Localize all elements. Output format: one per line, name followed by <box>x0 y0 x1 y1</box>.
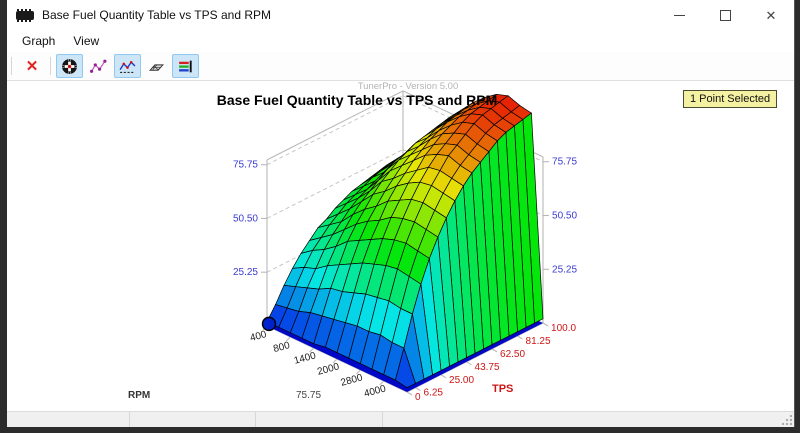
svg-text:800: 800 <box>272 340 291 355</box>
svg-text:2000: 2000 <box>316 361 341 377</box>
svg-text:100.0: 100.0 <box>551 323 576 334</box>
svg-text:25.25: 25.25 <box>233 267 258 278</box>
svg-text:50.50: 50.50 <box>552 210 577 221</box>
svg-text:25.00: 25.00 <box>449 375 474 386</box>
color-legend-button[interactable] <box>172 54 199 78</box>
pan-crosshair-icon <box>61 58 78 75</box>
svg-text:4000: 4000 <box>363 383 388 399</box>
svg-text:400: 400 <box>249 329 268 344</box>
maximize-button[interactable] <box>702 0 748 30</box>
svg-text:Base Fuel Quantity Table vs TP: Base Fuel Quantity Table vs TPS and RPM <box>217 92 498 108</box>
line-mode-button[interactable] <box>114 54 141 78</box>
svg-text:25.25: 25.25 <box>552 264 577 275</box>
svg-text:81.25: 81.25 <box>526 336 551 347</box>
line-chart-icon <box>119 58 136 75</box>
status-cell <box>7 412 130 427</box>
svg-text:TunerPro - Version 5.00: TunerPro - Version 5.00 <box>358 81 459 92</box>
app-window: Base Fuel Quantity Table vs TPS and RPM … <box>7 0 795 427</box>
close-button[interactable]: ✕ <box>748 0 794 30</box>
minimize-button[interactable] <box>656 0 702 30</box>
status-cell <box>383 412 794 427</box>
maximize-icon <box>720 10 731 21</box>
mesh-3d-mode-button[interactable] <box>143 54 170 78</box>
menu-graph[interactable]: Graph <box>13 31 64 51</box>
scatter-mode-button[interactable] <box>85 54 112 78</box>
status-cell <box>256 412 383 427</box>
svg-text:1400: 1400 <box>293 350 318 366</box>
selection-badge: 1 Point Selected <box>683 90 777 108</box>
svg-text:75.75: 75.75 <box>296 390 321 401</box>
resize-grip-icon[interactable] <box>782 415 792 425</box>
pan-3d-button[interactable] <box>56 54 83 78</box>
svg-text:43.75: 43.75 <box>475 362 500 373</box>
toolbar-grip <box>11 57 15 75</box>
svg-text:62.50: 62.50 <box>500 349 525 360</box>
svg-text:2800: 2800 <box>340 372 365 388</box>
status-cell <box>130 412 256 427</box>
close-icon: ✕ <box>766 9 777 22</box>
delete-graph-button[interactable]: ✕ <box>19 54 45 78</box>
color-bars-icon <box>177 58 194 75</box>
status-bar <box>7 411 794 427</box>
surface-mesh-icon <box>148 58 165 75</box>
toolbar-separator <box>50 57 51 75</box>
svg-text:6.25: 6.25 <box>424 388 444 399</box>
svg-text:RPM: RPM <box>128 390 150 401</box>
scatter-plot-icon <box>90 58 107 75</box>
svg-text:75.75: 75.75 <box>552 157 577 168</box>
app-chip-icon <box>16 9 34 22</box>
minimize-icon <box>674 15 685 16</box>
title-bar[interactable]: Base Fuel Quantity Table vs TPS and RPM … <box>7 0 794 30</box>
toolbar: ✕ <box>7 52 794 81</box>
window-title: Base Fuel Quantity Table vs TPS and RPM <box>42 8 656 22</box>
surface-plot[interactable]: 25.25 25.25 50.50 50.50 75.75 75.75 400 8001400… <box>7 81 794 413</box>
svg-text:0: 0 <box>415 392 421 403</box>
chart-area: 25.25 25.25 50.50 50.50 75.75 75.75 400 8001400… <box>7 81 794 411</box>
menu-view[interactable]: View <box>64 31 108 51</box>
svg-text:TPS: TPS <box>492 383 513 395</box>
menu-bar: Graph View <box>7 30 794 52</box>
svg-text:50.50: 50.50 <box>233 213 258 224</box>
svg-text:75.75: 75.75 <box>233 160 258 171</box>
